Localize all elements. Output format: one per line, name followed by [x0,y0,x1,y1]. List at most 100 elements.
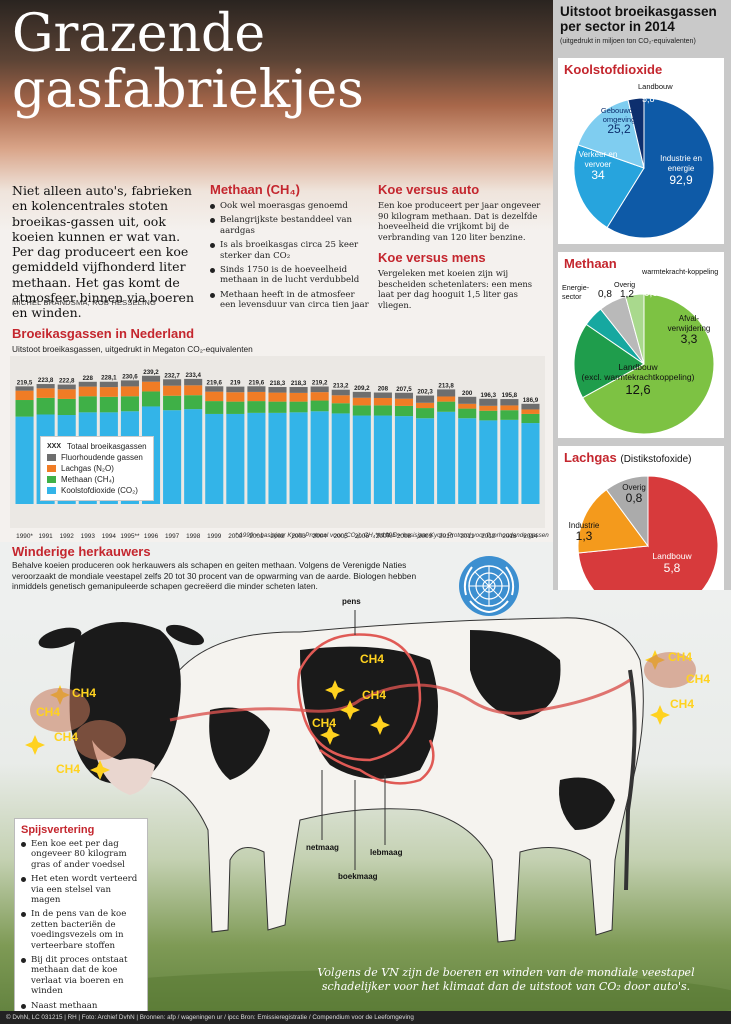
bar-segment [247,386,266,392]
ch4-pie [573,293,715,435]
cow-ear-left [38,627,82,649]
bar-segment [289,401,308,413]
ch4-label-rumen-2: CH4 [362,688,387,702]
ch4-label-tail-1: CH4 [668,650,693,664]
koe-mens-title: Koe versus mens [378,250,486,265]
bar-segment [373,415,392,504]
bar-x-tick: 1997 [165,533,180,540]
bar-total-label: 195,8 [502,392,518,399]
bar-segment [226,392,245,402]
bar-total-label: 209,2 [354,385,370,392]
bar-segment [500,405,519,411]
co2-landbouw-value: 5,8 [642,94,655,104]
cow-spot-1 [300,646,438,779]
koe-auto-box: Koe versus auto Een koe produceert per j… [378,182,543,310]
bar-segment [310,411,329,504]
pie-slice [606,97,715,239]
bar-segment [352,415,371,504]
bar-x-tick: 1994 [102,533,117,540]
methaan-bullet: Belangrijkste bestanddeel van aardgas [210,215,370,236]
n2o-title-main: Lachgas [564,450,617,465]
cow-muzzle [92,740,155,795]
bar-x-tick: 2003 [291,533,306,540]
legend-label: Methaan (CH₄) [61,475,115,484]
bar-x-tick: 1998 [186,533,201,540]
legend-total: XXX Totaal broeikasgassen [47,441,147,452]
bar-x-tick: 2009 [418,533,433,540]
bar-x-tick: 2007 [376,533,391,540]
bar-x-tick: 1990* [16,533,33,540]
bar-segment [247,391,266,402]
bar-x-tick: 1991 [39,533,54,540]
ch4-landbouw-name: Landbouw [618,362,658,372]
bar-segment [141,375,161,382]
bar-segment [437,389,456,397]
co2-title: Koolstofdioxide [564,62,663,77]
footnote-2: ** 1995 = basisjaar Kyoto Protocol voor … [375,532,549,539]
legend-item: Koolstofdioxide (CO₂) [47,485,147,496]
un-logo-icon [459,556,519,616]
bar-total-label: 228 [83,375,94,382]
bar-total-label: 222,8 [59,378,75,385]
co2-gebouwde-name: Gebouwde omgeving [600,106,638,124]
bar-total-label: 233,4 [185,372,201,379]
co2-slices [573,97,715,239]
ch4-afval-name: Afval-verwijdering [667,314,711,333]
bar-total-label: 230,6 [122,373,138,380]
bar-chart-title: Broeikasgassen in Nederland [12,326,195,341]
n2o-pie [577,475,719,617]
spijsvertering-bullet: In de pens van de koe zetten bacteriën d… [21,909,141,951]
spijsvertering-bullets: Een koe eet per dag ongeveer 80 kilogram… [21,839,141,1024]
co2-industrie-value: 92,9 [669,173,693,187]
bar-x-tick: 2004 [313,533,328,540]
bar-segment [500,410,519,420]
bar-segment [15,386,34,391]
sparkle-icon [340,700,360,720]
bar-total-label: 218,3 [291,380,307,387]
bar-segment [163,410,182,504]
footnote-1: * 1990 = basisjaar Kyoto Protocol voor (… [235,532,398,539]
bar-segment [373,405,392,416]
pie-slice [605,475,649,548]
bar-segment [479,398,498,406]
bar-segment [141,391,161,407]
bar-segment [120,380,139,387]
bar-segment [416,418,435,504]
bar-x-tick: 2008 [397,533,412,540]
bar-segment [184,395,203,410]
ch4-slices [573,293,715,435]
spijsvertering-bullet: Het eten wordt verteerd via een stelsel … [21,874,141,905]
bar-x-tick: 2011 [460,533,474,540]
methaan-bullet: Is als broeikasgas circa 25 keer sterker… [210,240,370,261]
bar-segment [36,388,55,398]
legend-item: Fluorhoudende gassen [47,452,147,463]
spijsvertering-bullet: Een koe eet per dag ongeveer 80 kilogram… [21,839,141,870]
bar-segment [15,390,34,401]
ch4-wkk-name: warmtekracht-koppeling [642,267,719,276]
bar-segment [331,403,350,414]
bar-total-label: 208 [378,386,389,393]
legend-swatch [47,487,56,494]
bar-segment [99,396,118,413]
bar-x-tick: 2005 [334,533,349,540]
bar-segment [57,389,76,399]
label-lebmaag: lebmaag [370,848,403,857]
koe-auto-text: Een koe produceert per jaar ongeveer 90 … [378,200,541,242]
ch4-afval-value: 3,3 [680,332,698,346]
ch4-energie-value: 0,8 [598,289,612,300]
bar-segment [78,381,97,387]
co2-gebouwde-value: 25,2 [607,122,631,136]
sparkle-icon [25,735,45,755]
bar-segment [310,400,329,412]
bar-segment [416,395,435,403]
bar-segment [205,401,224,414]
bar-x-tick: 2006 [355,533,370,540]
bar-segment [352,391,371,398]
bar-segment [458,396,477,404]
co2-label-verkeer: Verkeer en vervoer 34 [572,150,624,181]
co2-label-gebouwde: Gebouwde omgeving 25,2 [594,106,644,136]
bar-segment [36,384,55,389]
bar-segment [120,396,139,412]
pie-slice [577,488,649,554]
n2o-industrie-label: Industrie 1,3 [562,520,606,542]
